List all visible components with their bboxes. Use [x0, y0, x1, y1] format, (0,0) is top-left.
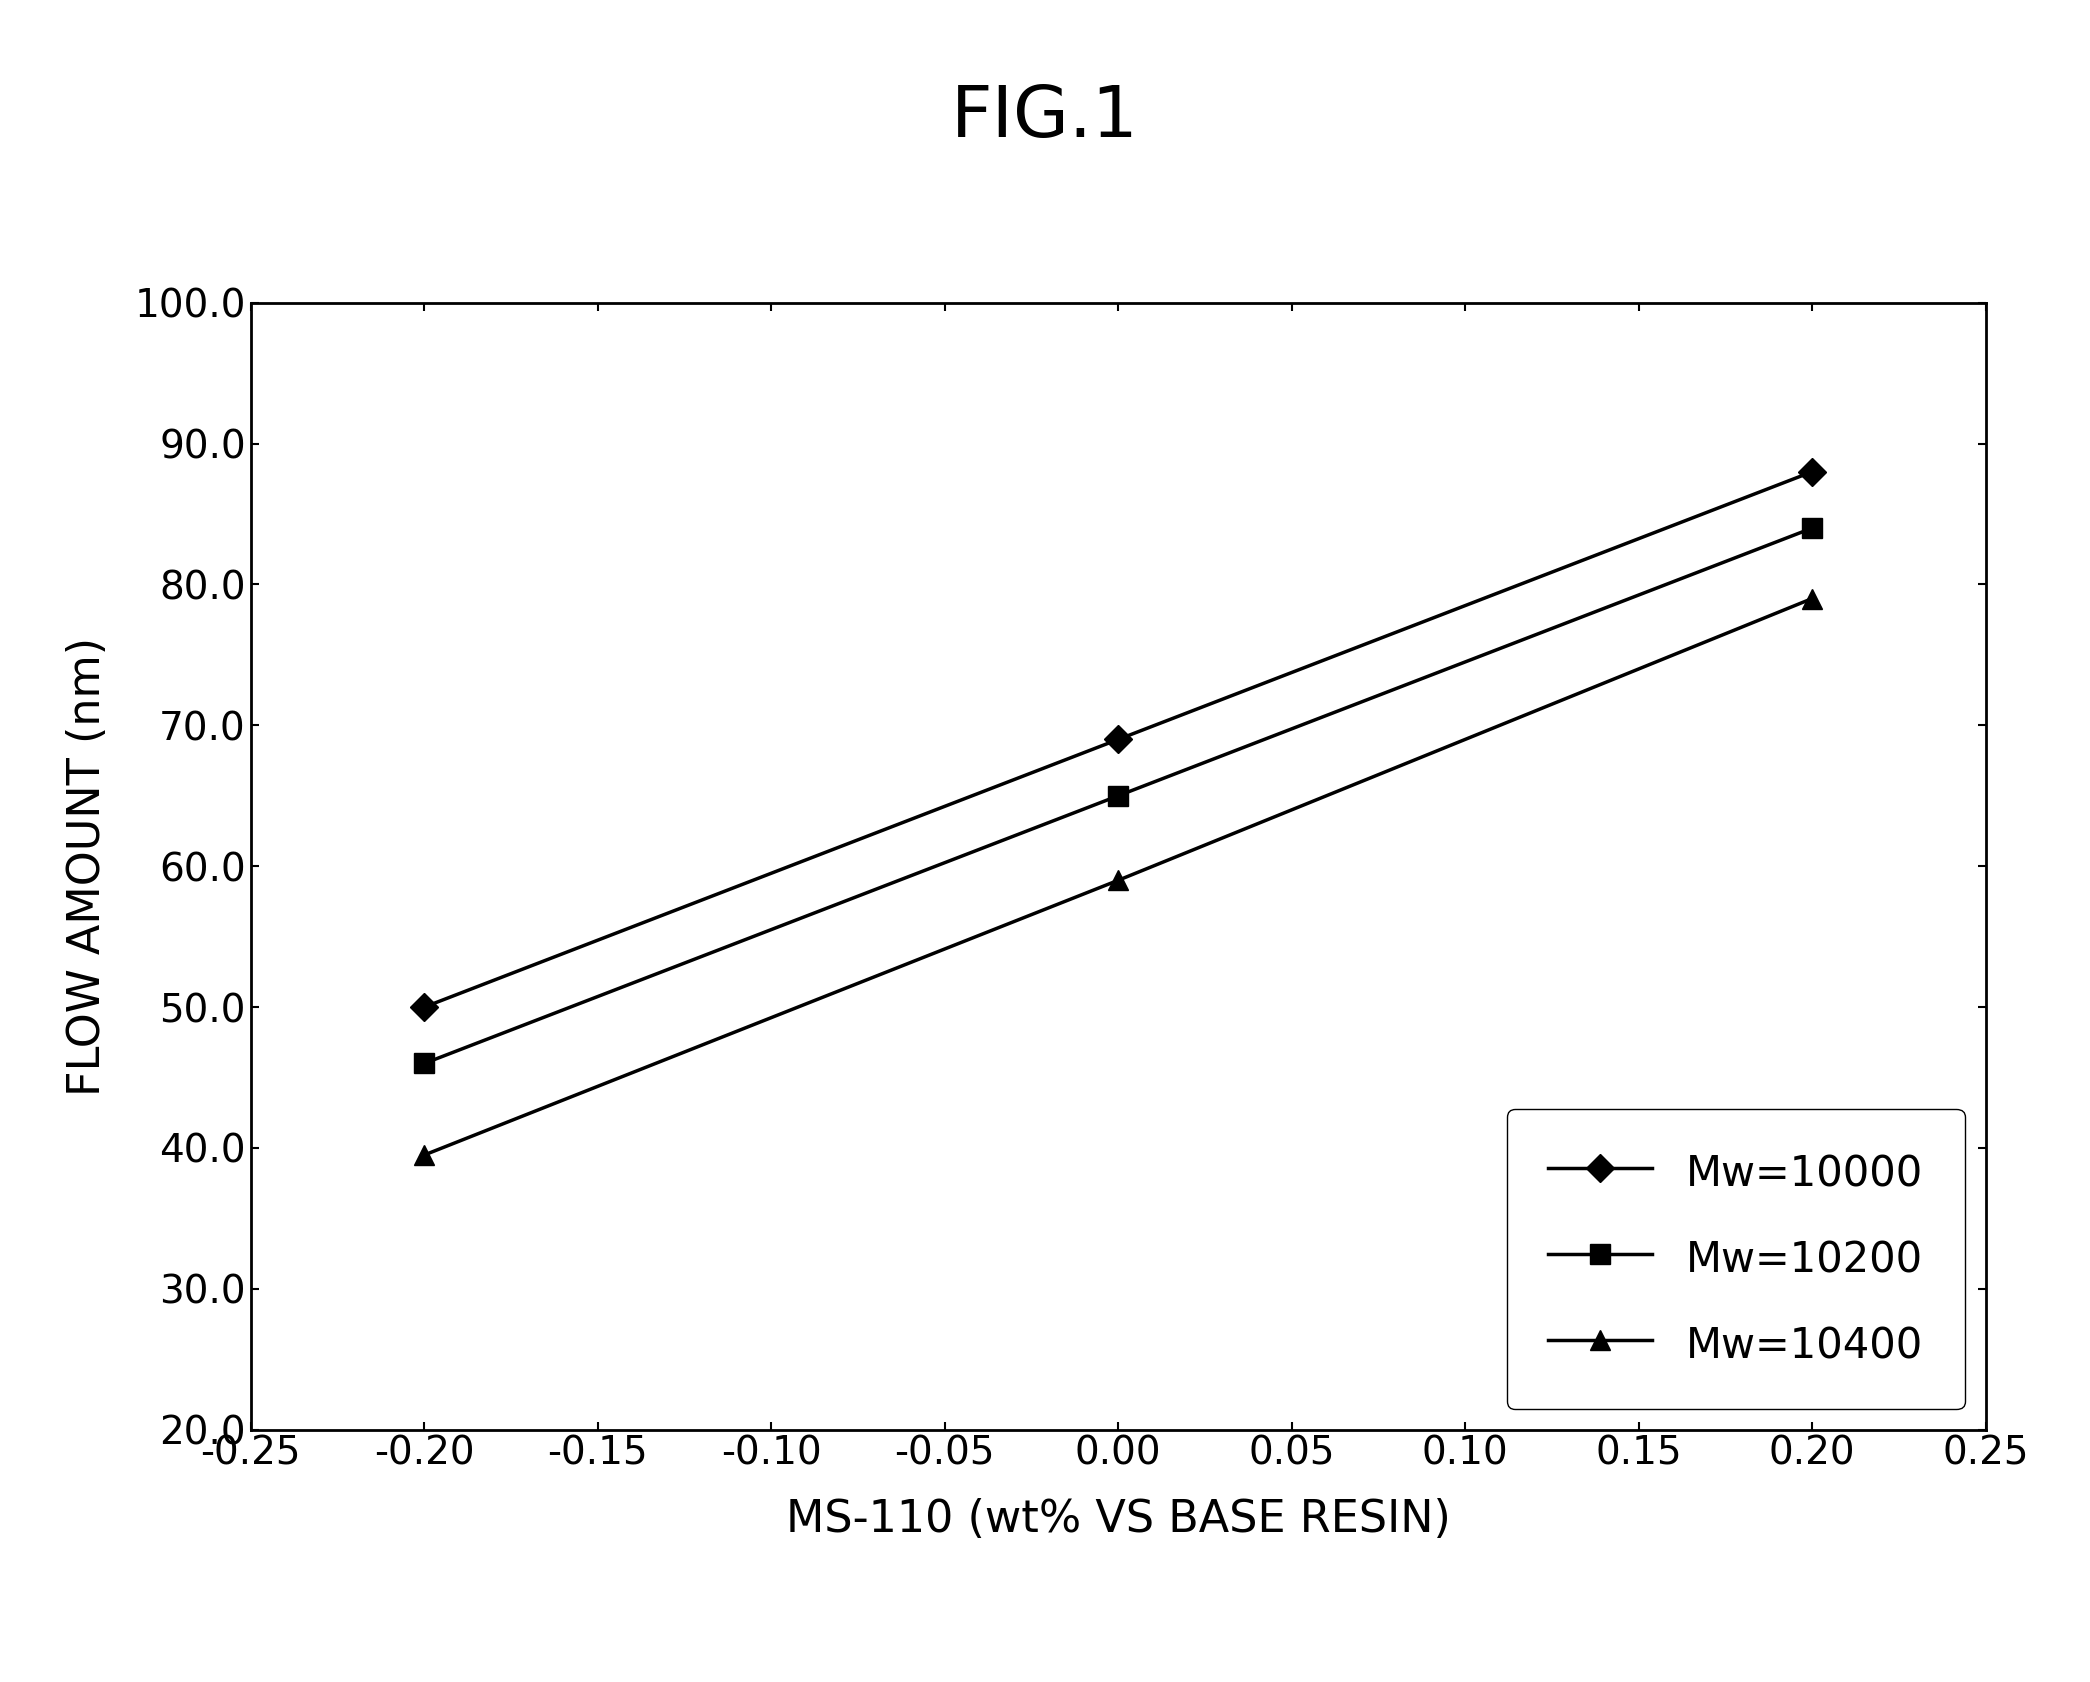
Legend: Mw=10000, Mw=10200, Mw=10400: Mw=10000, Mw=10200, Mw=10400	[1507, 1108, 1965, 1410]
Mw=10000	[412, 997, 437, 1018]
Y-axis label: FLOW AMOUNT (nm): FLOW AMOUNT (nm)	[67, 637, 109, 1095]
Mw=10400	[1106, 870, 1131, 890]
Mw=10200	[1106, 785, 1131, 806]
Line: Mw=10000: Mw=10000	[414, 463, 1822, 1018]
Text: FIG.1: FIG.1	[951, 82, 1139, 153]
Line: Mw=10200: Mw=10200	[414, 518, 1822, 1073]
Mw=10000	[1799, 461, 1825, 481]
Mw=10400	[1799, 589, 1825, 609]
Mw=10400	[412, 1145, 437, 1166]
Mw=10200	[412, 1053, 437, 1073]
Mw=10000	[1106, 730, 1131, 750]
Line: Mw=10400: Mw=10400	[414, 589, 1822, 1164]
X-axis label: MS-110 (wt% VS BASE RESIN): MS-110 (wt% VS BASE RESIN)	[786, 1497, 1450, 1541]
Mw=10200	[1799, 518, 1825, 538]
